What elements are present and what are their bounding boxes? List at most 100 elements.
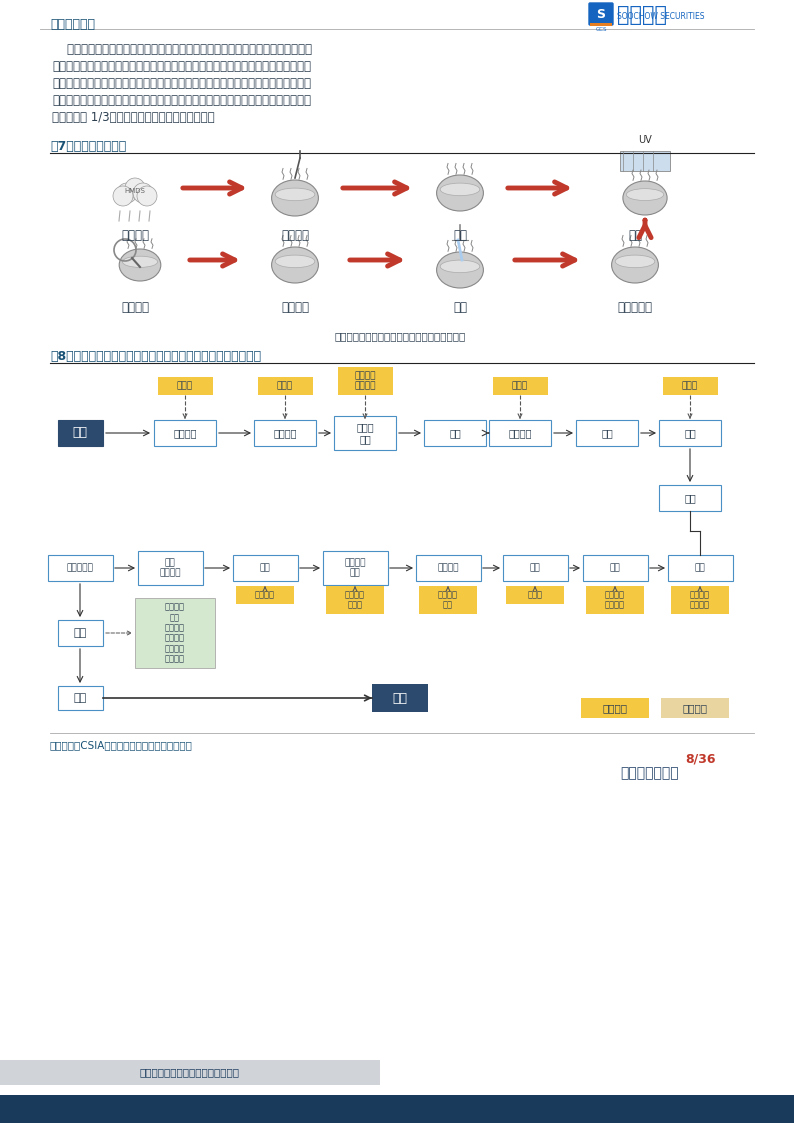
FancyBboxPatch shape <box>48 555 113 581</box>
Text: 刻蚀: 刻蚀 <box>695 564 705 573</box>
Text: S: S <box>596 8 606 20</box>
Text: 东吴证券: 东吴证券 <box>617 4 667 25</box>
Text: 晶圆: 晶圆 <box>72 427 87 439</box>
Text: 烘烤、旋转涂胶、软烘、曝光、曝光后烘烤、显影、坚膜烘烤、显影检查等工序，在: 烘烤、旋转涂胶、软烘、曝光、曝光后烘烤、显影、坚膜烘烤、显影检查等工序，在 <box>52 60 311 73</box>
FancyBboxPatch shape <box>154 420 216 446</box>
Text: 封装: 封装 <box>73 628 87 638</box>
FancyBboxPatch shape <box>620 150 670 171</box>
Bar <box>0 1095 794 1123</box>
Text: 湿化材料
清洗剂: 湿化材料 清洗剂 <box>345 591 365 610</box>
Text: 软烘: 软烘 <box>453 229 467 241</box>
Text: 溅射: 溅射 <box>260 564 271 573</box>
FancyBboxPatch shape <box>254 420 316 446</box>
Text: 掺杂: 掺杂 <box>530 564 541 573</box>
Ellipse shape <box>276 188 314 201</box>
FancyBboxPatch shape <box>576 420 638 446</box>
Ellipse shape <box>626 189 664 201</box>
Text: 制造材料: 制造材料 <box>603 703 627 713</box>
Text: 背面金属化: 背面金属化 <box>67 564 94 573</box>
Text: 坚膜: 坚膜 <box>684 493 696 503</box>
Text: 数据来源：芯源微招股说明书，东吴证券研究所: 数据来源：芯源微招股说明书，东吴证券研究所 <box>334 331 465 341</box>
Text: 气相沉积
气体: 气相沉积 气体 <box>438 591 458 610</box>
Bar <box>590 22 612 26</box>
FancyBboxPatch shape <box>489 420 551 446</box>
FancyBboxPatch shape <box>668 555 733 581</box>
Ellipse shape <box>437 252 484 287</box>
FancyBboxPatch shape <box>337 367 392 395</box>
Text: 前烘: 前烘 <box>449 428 461 438</box>
Circle shape <box>117 183 137 203</box>
FancyBboxPatch shape <box>334 416 396 450</box>
FancyBboxPatch shape <box>419 586 477 614</box>
Ellipse shape <box>272 247 318 283</box>
Ellipse shape <box>122 256 157 267</box>
Text: 气相沉积: 气相沉积 <box>437 564 459 573</box>
Text: SOOCHOW SECURITIES: SOOCHOW SECURITIES <box>617 12 704 21</box>
FancyBboxPatch shape <box>236 586 294 604</box>
Text: 显影: 显影 <box>453 301 467 314</box>
Text: 光刻胶及
配套辅材: 光刻胶及 配套辅材 <box>354 372 376 391</box>
Text: 8/36: 8/36 <box>684 754 715 766</box>
Text: 曝光后烘烤: 曝光后烘烤 <box>618 301 653 314</box>
FancyBboxPatch shape <box>581 699 649 718</box>
Text: 固收深度报告: 固收深度报告 <box>50 18 95 31</box>
Text: 氧化增强: 氧化增强 <box>273 428 297 438</box>
Text: 化学机械
抛光: 化学机械 抛光 <box>345 558 366 577</box>
Ellipse shape <box>440 183 480 195</box>
FancyBboxPatch shape <box>157 377 213 395</box>
Text: 光刻过程中，光刻胶被均匀涂布在衬底上，经过曝光、显影与刻蚀等工艺，将掩膜版: 光刻过程中，光刻胶被均匀涂布在衬底上，经过曝光、显影与刻蚀等工艺，将掩膜版 <box>52 77 311 90</box>
Text: 上的图形转移到衬底上，形成与掩膜版完全对应的几何图形，光刻工艺约占整个芯片: 上的图形转移到衬底上，形成与掩膜版完全对应的几何图形，光刻工艺约占整个芯片 <box>52 94 311 107</box>
Text: 显影检查: 显影检查 <box>121 301 149 314</box>
FancyBboxPatch shape <box>659 420 721 446</box>
Text: 掩模版: 掩模版 <box>512 382 528 391</box>
Text: 测试: 测试 <box>73 693 87 703</box>
FancyBboxPatch shape <box>659 485 721 511</box>
Ellipse shape <box>623 181 667 214</box>
Ellipse shape <box>119 249 161 281</box>
Text: 数据来源：CSIA，新材料在线，东吴证券研究所: 数据来源：CSIA，新材料在线，东吴证券研究所 <box>50 740 193 750</box>
Text: 芯片: 芯片 <box>392 692 407 704</box>
FancyBboxPatch shape <box>589 3 613 25</box>
Text: GCS: GCS <box>596 27 607 31</box>
FancyBboxPatch shape <box>57 420 102 446</box>
FancyBboxPatch shape <box>503 555 568 581</box>
Text: 坚膜烘烤: 坚膜烘烤 <box>281 301 309 314</box>
Text: 反应气: 反应气 <box>277 382 293 391</box>
FancyBboxPatch shape <box>233 555 298 581</box>
Ellipse shape <box>440 261 480 273</box>
Text: 图7：光刻工艺流程图: 图7：光刻工艺流程图 <box>50 140 126 153</box>
Text: 制造成本的 1/3，是半导体制造中最核心的工艺。: 制造成本的 1/3，是半导体制造中最核心的工艺。 <box>52 111 214 124</box>
Text: 清洗液: 清洗液 <box>177 382 193 391</box>
Circle shape <box>137 186 157 206</box>
Text: 刻蚀气体
高纯试剂: 刻蚀气体 高纯试剂 <box>690 591 710 610</box>
Text: 刻蚀气体
高纯试剂: 刻蚀气体 高纯试剂 <box>605 591 625 610</box>
Text: 掺杂气: 掺杂气 <box>527 591 542 600</box>
FancyBboxPatch shape <box>257 377 313 395</box>
Text: UV: UV <box>638 135 652 145</box>
FancyBboxPatch shape <box>424 420 486 446</box>
Text: 封测材料: 封测材料 <box>683 703 707 713</box>
Text: 旋转涂胶: 旋转涂胶 <box>281 229 309 241</box>
Text: 脱水烘烤: 脱水烘烤 <box>121 229 149 241</box>
FancyBboxPatch shape <box>137 551 202 585</box>
Ellipse shape <box>276 255 314 267</box>
Text: 请务必阅读正文之后的免责声明部分: 请务必阅读正文之后的免责声明部分 <box>140 1068 240 1077</box>
Text: 显影: 显影 <box>684 428 696 438</box>
Text: 光刻胶
涂覆: 光刻胶 涂覆 <box>357 422 374 444</box>
FancyBboxPatch shape <box>372 684 428 712</box>
Ellipse shape <box>272 180 318 216</box>
Circle shape <box>125 179 145 198</box>
Text: 曝光: 曝光 <box>628 229 642 241</box>
Text: 溅射靶材: 溅射靶材 <box>255 591 275 600</box>
FancyBboxPatch shape <box>57 686 102 710</box>
Ellipse shape <box>437 175 484 211</box>
Text: 衬底准备: 衬底准备 <box>173 428 197 438</box>
FancyBboxPatch shape <box>135 599 215 668</box>
Circle shape <box>133 183 153 203</box>
FancyBboxPatch shape <box>492 377 548 395</box>
Text: 光刻胶及配套辅材主要应用于光刻胶涂覆加工环节，光刻工艺历经硅片表面脱水: 光刻胶及配套辅材主要应用于光刻胶涂覆加工环节，光刻工艺历经硅片表面脱水 <box>52 43 312 56</box>
Text: 后烘: 后烘 <box>601 428 613 438</box>
Ellipse shape <box>611 247 658 283</box>
FancyBboxPatch shape <box>671 586 729 614</box>
FancyBboxPatch shape <box>506 586 564 604</box>
